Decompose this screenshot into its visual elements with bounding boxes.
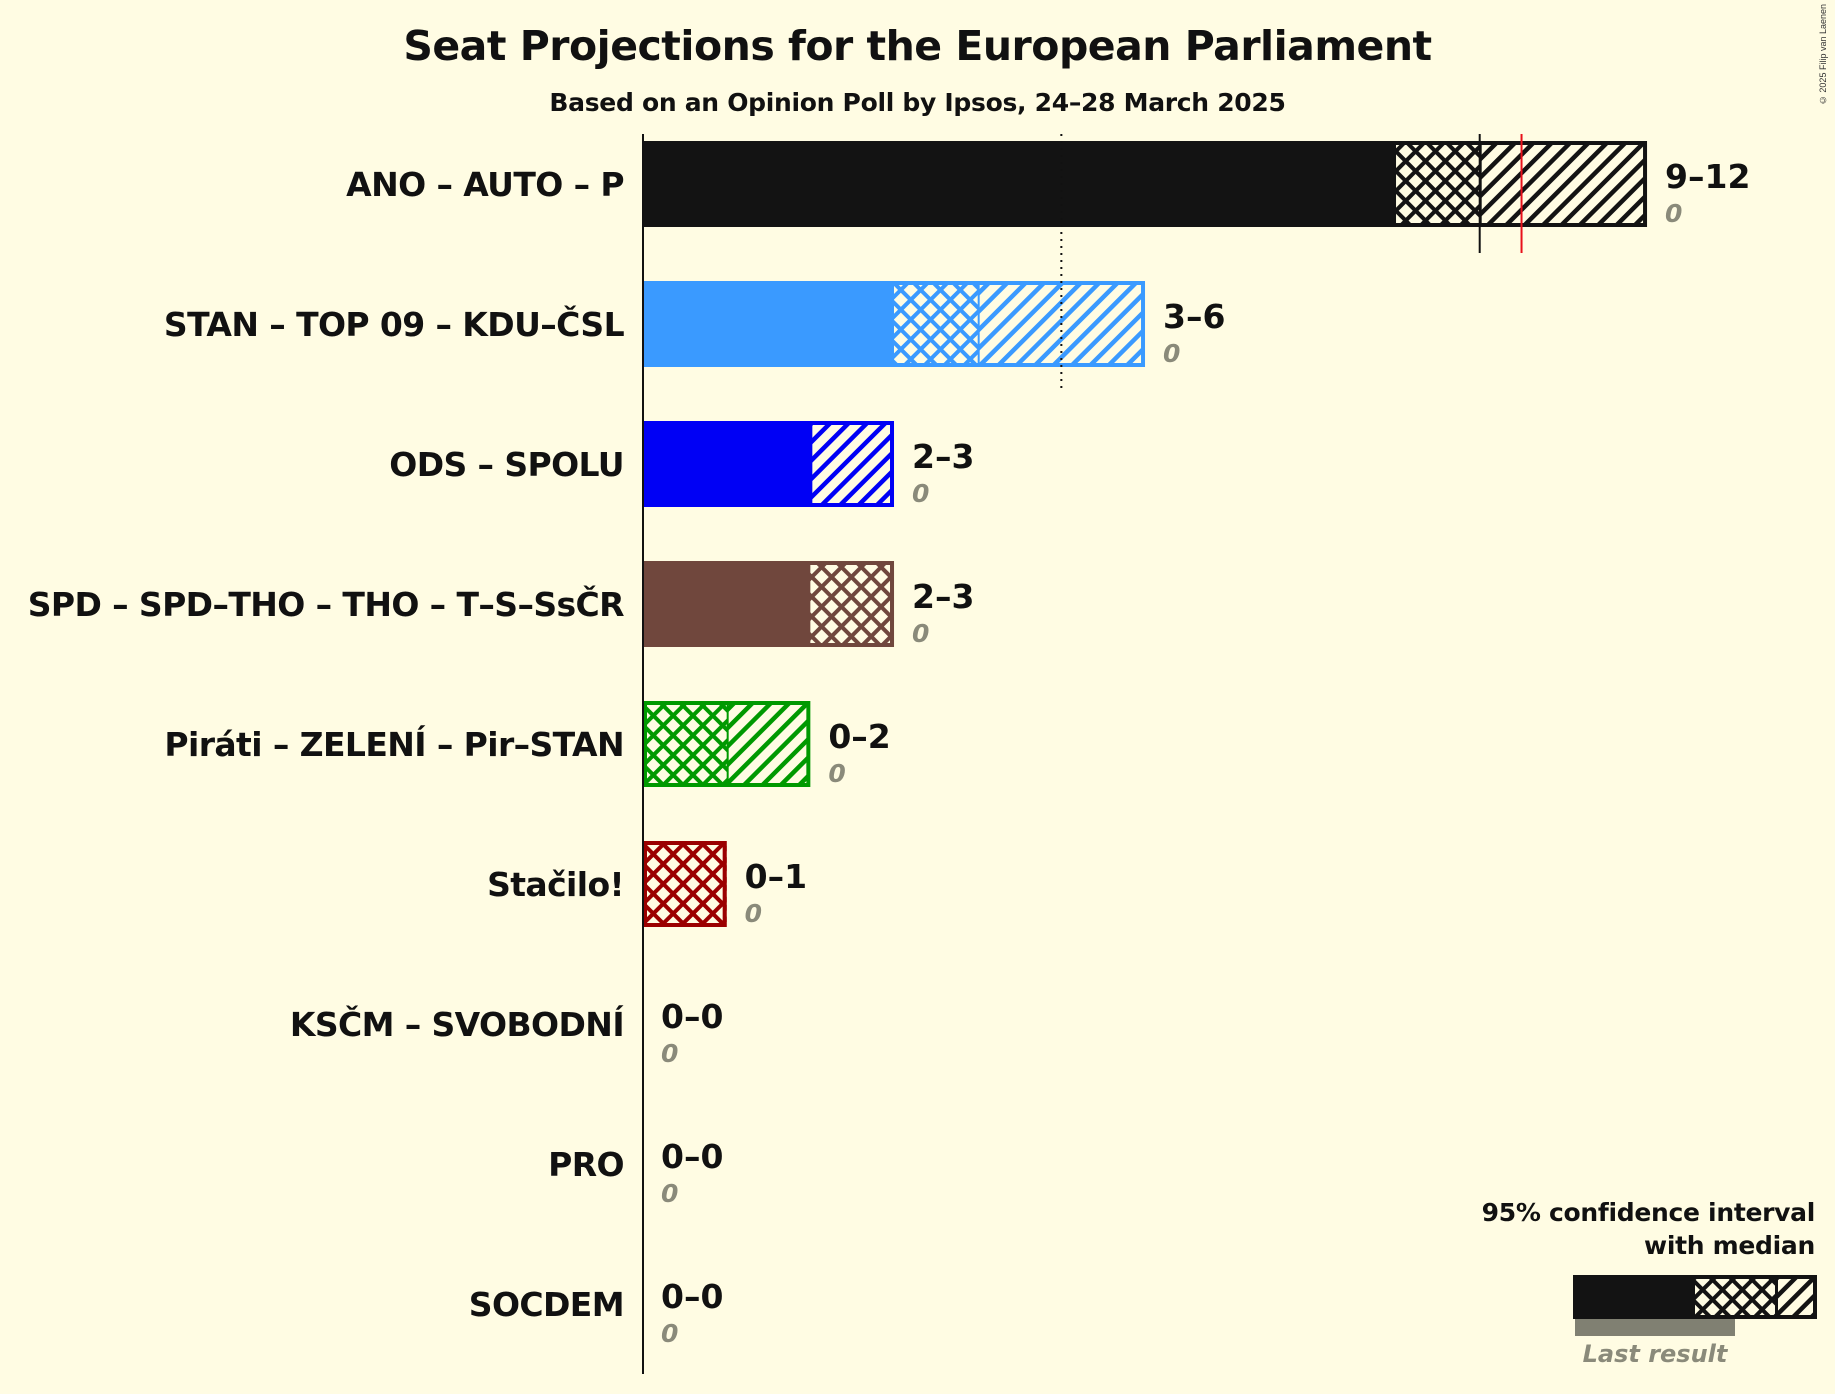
last-result-value: 0 — [661, 1179, 678, 1208]
seat-range-label: 2–3 — [912, 437, 974, 476]
last-result-value: 0 — [745, 899, 762, 928]
last-result-value: 0 — [661, 1319, 678, 1348]
seat-range-label: 0–2 — [828, 717, 890, 756]
ci-upper-hatch — [1481, 145, 1644, 223]
legend-graphic — [1573, 1275, 1817, 1336]
legend-hatch — [1778, 1279, 1813, 1315]
party-label: STAN – TOP 09 – KDU–ČSL — [164, 304, 625, 344]
last-result-value: 0 — [828, 759, 845, 788]
party-label: Stačilo! — [487, 865, 624, 904]
last-result-value: 0 — [1163, 339, 1180, 368]
ci-lower-crosshatch — [1396, 145, 1480, 223]
party-row: PRO 0–0 0 — [548, 1137, 723, 1208]
seat-range-label: 0–0 — [661, 1277, 723, 1316]
party-label: ANO – AUTO – P — [346, 165, 624, 204]
seat-range-label: 2–3 — [912, 577, 974, 616]
party-label: SPD – SPD–THO – THO – T–S–SsČR — [28, 584, 624, 624]
legend-last-result-bar — [1575, 1319, 1735, 1336]
party-row: Piráti – ZELENÍ – Pir–STAN 0–2 0 — [164, 701, 891, 788]
seat-range-label: 9–12 — [1665, 157, 1750, 196]
party-row: ANO – AUTO – P 9–12 0 — [346, 141, 1750, 228]
ci-upper-hatch — [812, 425, 891, 503]
party-row: STAN – TOP 09 – KDU–ČSL 3–6 0 — [164, 281, 1225, 368]
party-label: ODS – SPOLU — [389, 445, 624, 484]
last-result-value: 0 — [661, 1039, 678, 1068]
party-label: KSČM – SVOBODNÍ — [290, 1004, 624, 1044]
legend-title-line2: with median — [1644, 1231, 1815, 1260]
party-label: Piráti – ZELENÍ – Pir–STAN — [164, 724, 624, 764]
ci-lower-crosshatch — [643, 705, 727, 783]
party-label: SOCDEM — [469, 1285, 624, 1324]
party-row: SPD – SPD–THO – THO – T–S–SsČR 2–3 0 — [28, 561, 974, 648]
party-row: Stačilo! 0–1 0 — [487, 841, 807, 928]
last-result-value: 0 — [912, 619, 929, 648]
chart-title: Seat Projections for the European Parlia… — [403, 22, 1432, 70]
last-result-value: 0 — [912, 479, 929, 508]
seat-range-label: 0–0 — [661, 1137, 723, 1176]
party-label: PRO — [548, 1145, 624, 1184]
legend-last-result-label: Last result — [1582, 1340, 1728, 1368]
chart-subtitle: Based on an Opinion Poll by Ipsos, 24–28… — [549, 88, 1286, 117]
ci-lower-crosshatch — [894, 285, 978, 363]
ci-lower-crosshatch — [810, 565, 895, 643]
legend-title-line1: 95% confidence interval — [1481, 1198, 1816, 1227]
party-row: ODS – SPOLU 2–3 0 — [389, 421, 974, 508]
ci-lower-crosshatch — [643, 845, 727, 923]
last-result-value: 0 — [1665, 199, 1682, 228]
legend-title: 95% confidence interval with median — [1415, 1196, 1816, 1262]
legend-crosshatch — [1695, 1279, 1775, 1315]
party-row: SOCDEM 0–0 0 — [469, 1277, 724, 1348]
ci-upper-hatch — [728, 705, 807, 783]
party-row: KSČM – SVOBODNÍ 0–0 0 — [290, 997, 724, 1068]
reference-lines — [1060, 134, 1523, 393]
seat-range-label: 0–1 — [745, 857, 807, 896]
seat-range-label: 0–0 — [661, 997, 723, 1036]
seat-range-label: 3–6 — [1163, 297, 1225, 336]
